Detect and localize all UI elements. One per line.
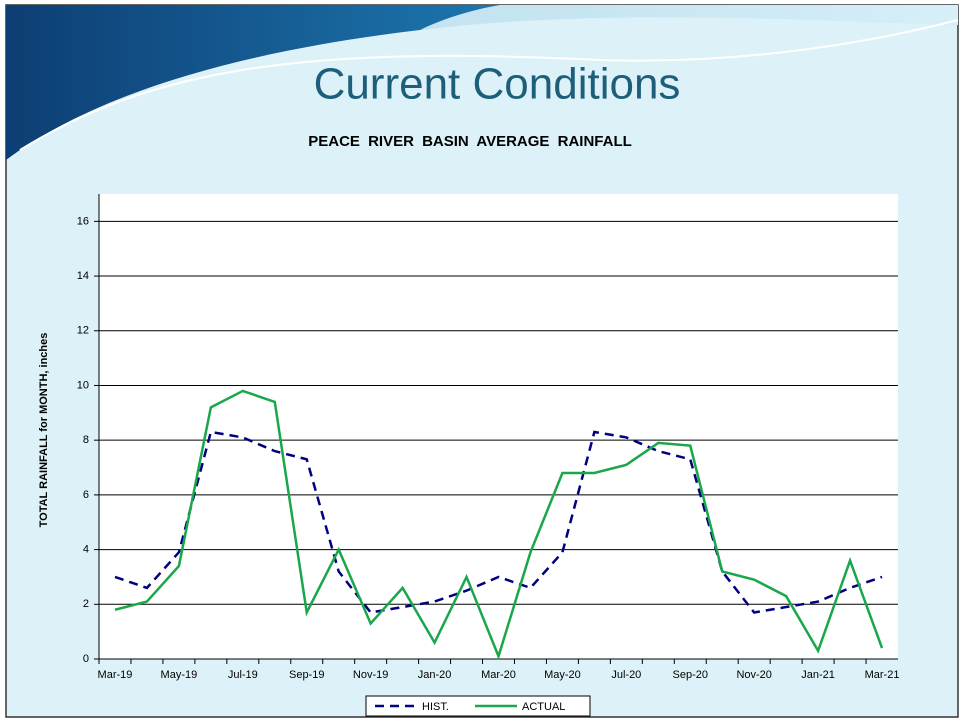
x-tick-label: Nov-20: [736, 669, 771, 681]
legend-label: ACTUAL: [522, 701, 565, 713]
x-tick-label: Mar-20: [481, 669, 516, 681]
x-tick-label: Jul-20: [611, 669, 641, 681]
y-tick-label: 14: [77, 270, 89, 282]
y-tick-label: 6: [83, 489, 89, 501]
x-tick-label: Sep-19: [289, 669, 324, 681]
y-tick-label: 2: [83, 598, 89, 610]
y-tick-label: 12: [77, 325, 89, 337]
x-tick-label: Jan-21: [801, 669, 835, 681]
y-tick-label: 4: [83, 543, 89, 555]
x-tick-label: May-19: [161, 669, 198, 681]
y-axis-label: TOTAL RAINFALL for MONTH, inches: [38, 333, 50, 528]
y-tick-label: 8: [83, 434, 89, 446]
x-tick-label: May-20: [544, 669, 581, 681]
x-tick-label: Sep-20: [673, 669, 708, 681]
x-tick-label: Nov-19: [353, 669, 388, 681]
slide: Current Conditions PEACE RIVER BASIN AVE…: [0, 0, 964, 723]
plot: 0 2 4 6 8 10 12 14 16 Mar-19 May-19 Jul-19 Sep-19 Nov…: [77, 194, 900, 716]
chart-title: PEACE RIVER BASIN AVERAGE RAINFALL: [308, 133, 632, 150]
plot-area: [99, 194, 898, 659]
y-tick-label: 0: [83, 653, 89, 665]
y-tick-label: 16: [77, 215, 89, 227]
slide-title: Current Conditions: [314, 60, 681, 109]
legend: HIST. ACTUAL: [366, 696, 590, 716]
x-tick-label: Mar-21: [865, 669, 900, 681]
x-tick-label: Jan-20: [418, 669, 452, 681]
y-tick-label: 10: [77, 379, 89, 391]
x-tick-label: Mar-19: [98, 669, 133, 681]
legend-label: HIST.: [422, 701, 449, 713]
x-tick-label: Jul-19: [228, 669, 258, 681]
